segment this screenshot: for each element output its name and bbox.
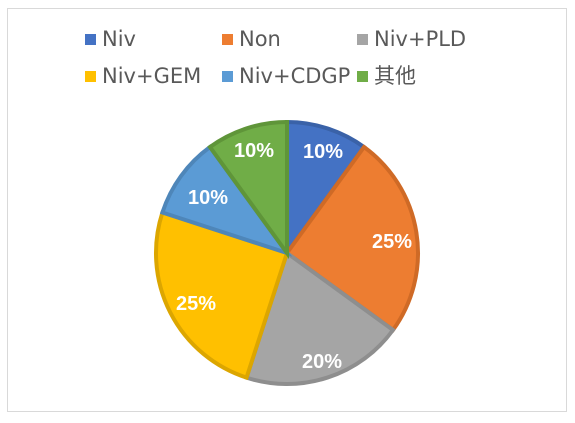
legend-label-niv-gem: Niv+GEM — [102, 64, 202, 88]
slice-non — [284, 144, 420, 333]
legend-swatch-non — [222, 34, 233, 45]
legend-item-niv: Niv — [85, 29, 136, 50]
legend-item-niv-pld: Niv+PLD — [357, 29, 466, 50]
legend-label-niv: Niv — [102, 27, 136, 51]
legend-item-other: 其他 — [357, 66, 416, 87]
slice-label-niv: 10% — [303, 141, 343, 163]
legend-label-other: 其他 — [374, 64, 416, 88]
legend-swatch-other — [357, 71, 368, 82]
slice-label-niv-cdgp: 10% — [188, 187, 228, 209]
legend-label-niv-pld: Niv+PLD — [374, 27, 467, 51]
slice-label-other: 10% — [234, 140, 274, 162]
legend-swatch-niv — [85, 34, 96, 45]
slice-label-niv-gem: 25% — [176, 293, 216, 315]
slice-other — [207, 119, 289, 260]
slice-niv-pld — [243, 249, 396, 386]
legend-swatch-niv-pld — [357, 34, 368, 45]
legend-swatch-niv-gem — [85, 71, 96, 82]
legend-swatch-niv-cdgp — [222, 71, 233, 82]
slice-niv-gem — [154, 209, 290, 381]
slice-label-non: 25% — [372, 231, 412, 253]
legend-label-non: Non — [239, 27, 281, 51]
legend-label-niv-cdgp: Niv+CDGP — [239, 64, 351, 88]
legend-item-niv-gem: Niv+GEM — [85, 66, 201, 87]
legend-item-niv-cdgp: Niv+CDGP — [222, 66, 350, 87]
slice-label-niv-pld: 20% — [302, 351, 342, 373]
legend-item-non: Non — [222, 29, 281, 50]
